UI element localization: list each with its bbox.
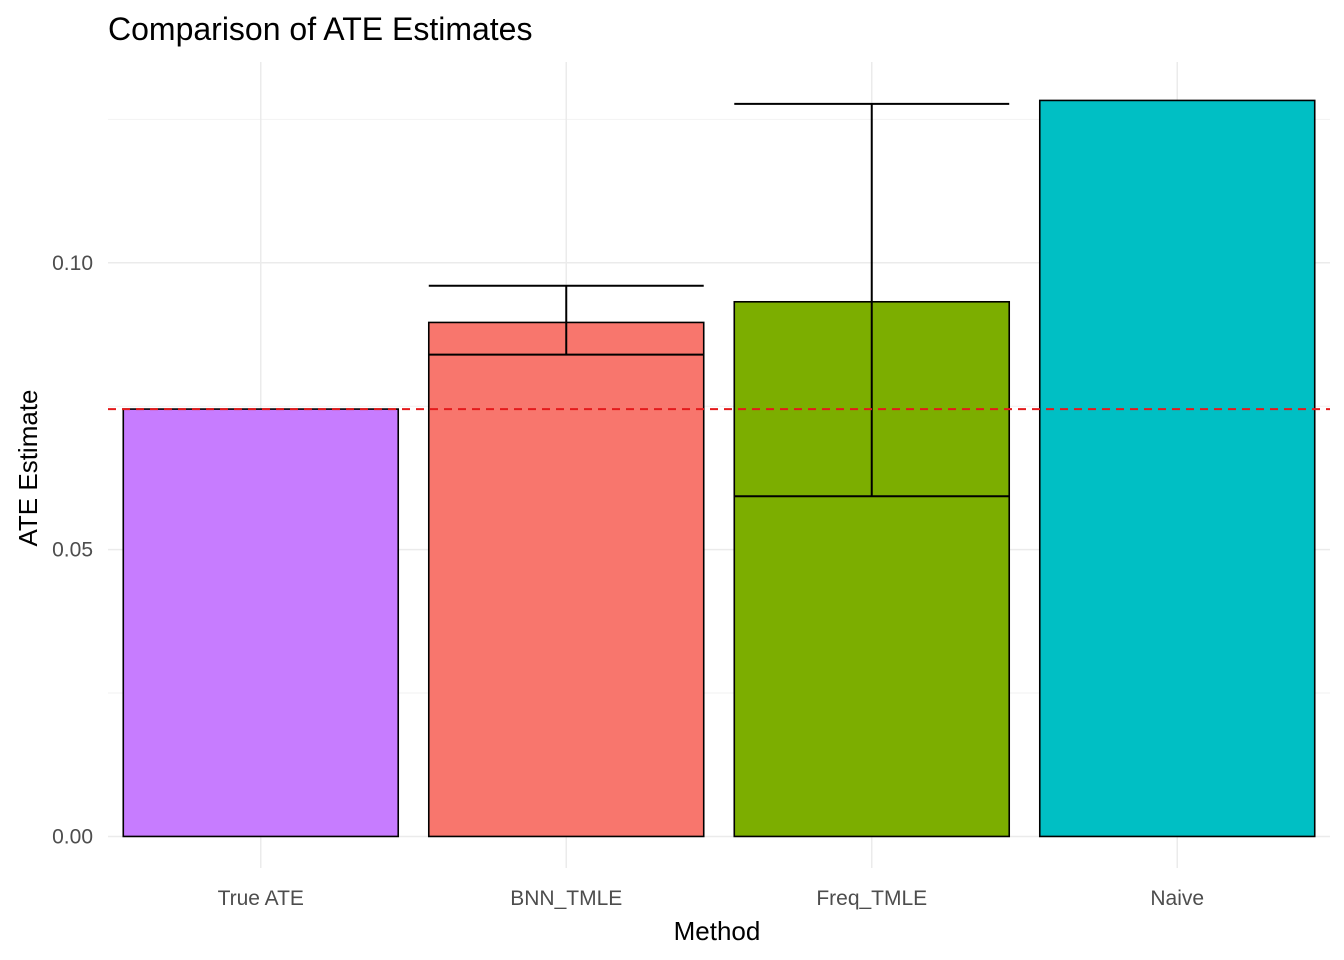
error-bars (428, 102, 1010, 498)
x-tick-label: Freq_TMLE (816, 887, 927, 910)
x-tick-label: Naive (1150, 887, 1204, 910)
y-tick-label: 0.10 (52, 252, 93, 275)
y-tick-label: 0.05 (52, 539, 93, 562)
x-axis-title: Method (674, 916, 761, 946)
y-tick-labels: 0.00 0.05 0.10 (52, 252, 93, 849)
bar-true-ate (122, 408, 400, 838)
bars (122, 99, 1316, 838)
y-axis-title: ATE Estimate (13, 389, 43, 546)
x-tick-label: BNN_TMLE (510, 887, 622, 910)
chart-title: Comparison of ATE Estimates (108, 11, 532, 47)
x-tick-label: True ATE (218, 887, 304, 910)
bar-naive (1038, 99, 1316, 838)
x-tick-labels: True ATE BNN_TMLE Freq_TMLE Naive (218, 887, 1205, 910)
y-tick-label: 0.00 (52, 825, 93, 848)
bar-bnn-tmle (427, 321, 705, 838)
